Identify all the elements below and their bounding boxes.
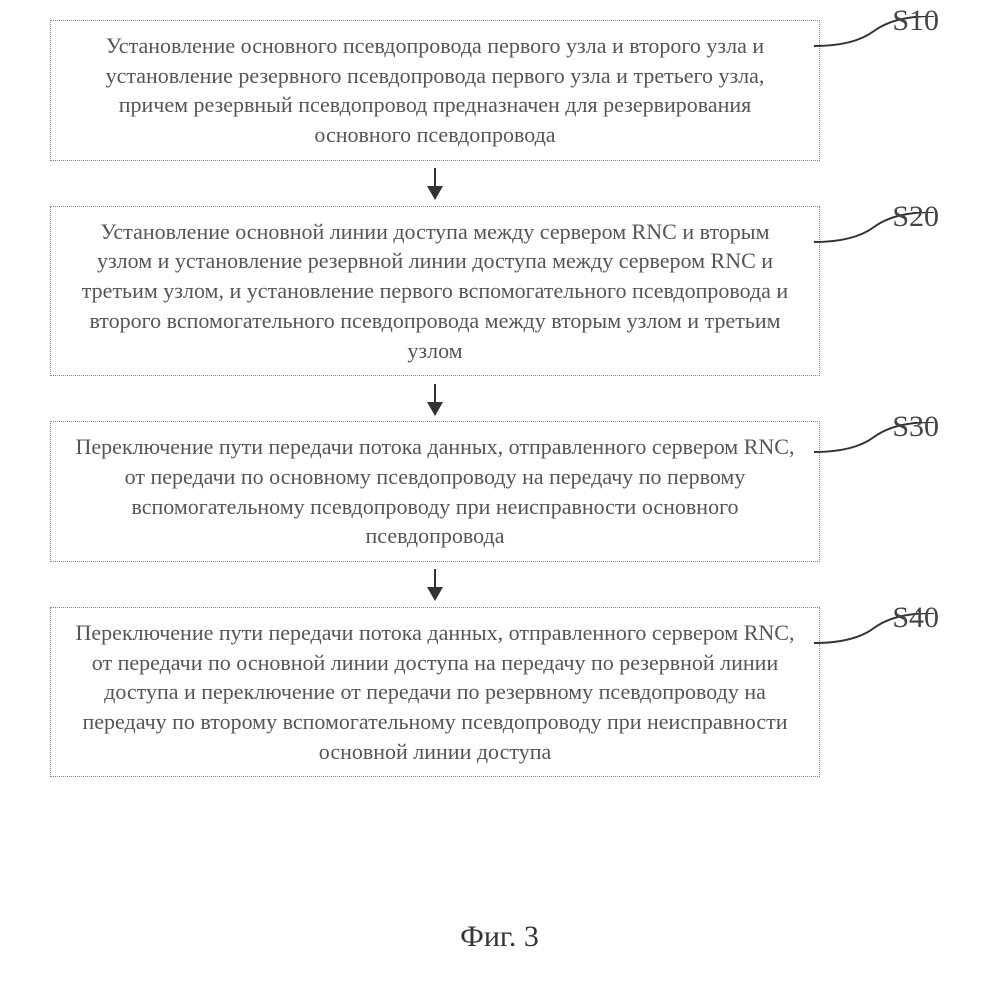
step-box-s30: Переключение пути передачи потока данных…: [50, 421, 820, 562]
arrow-s10-s20: [50, 161, 820, 206]
step-box-s10: Установление основного псевдопровода пер…: [50, 20, 820, 161]
flowchart-container: Установление основного псевдопровода пер…: [50, 20, 900, 777]
arrow-s20-s30: [50, 376, 820, 421]
step-label-s20: S20: [892, 197, 939, 238]
step-label-s10: S10: [892, 1, 939, 42]
step-text: Установление основного псевдопровода пер…: [106, 33, 765, 147]
step-text: Переключение пути передачи потока данных…: [76, 434, 795, 548]
step-box-s40: Переключение пути передачи потока данных…: [50, 607, 820, 777]
step-label-s40: S40: [892, 598, 939, 639]
step-text: Установление основной линии доступа межд…: [82, 219, 788, 363]
figure-caption: Фиг. 3: [0, 920, 999, 954]
arrow-s30-s40: [50, 562, 820, 607]
step-label-s30: S30: [892, 407, 939, 448]
step-text: Переключение пути передачи потока данных…: [76, 620, 795, 764]
step-box-s20: Установление основной линии доступа межд…: [50, 206, 820, 376]
